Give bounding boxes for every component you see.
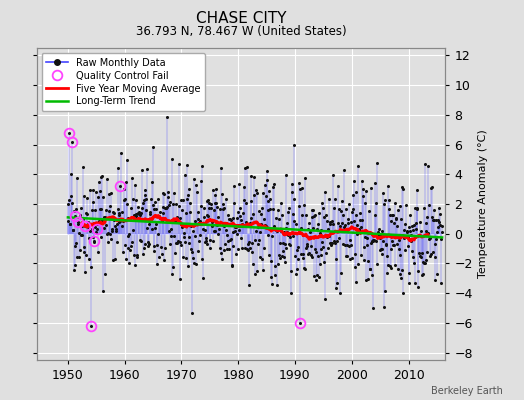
Text: 36.793 N, 78.467 W (United States): 36.793 N, 78.467 W (United States) — [136, 25, 346, 38]
Text: Berkeley Earth: Berkeley Earth — [431, 386, 503, 396]
Text: CHASE CITY: CHASE CITY — [196, 11, 286, 26]
Y-axis label: Temperature Anomaly (°C): Temperature Anomaly (°C) — [478, 130, 488, 278]
Legend: Raw Monthly Data, Quality Control Fail, Five Year Moving Average, Long-Term Tren: Raw Monthly Data, Quality Control Fail, … — [41, 53, 205, 111]
